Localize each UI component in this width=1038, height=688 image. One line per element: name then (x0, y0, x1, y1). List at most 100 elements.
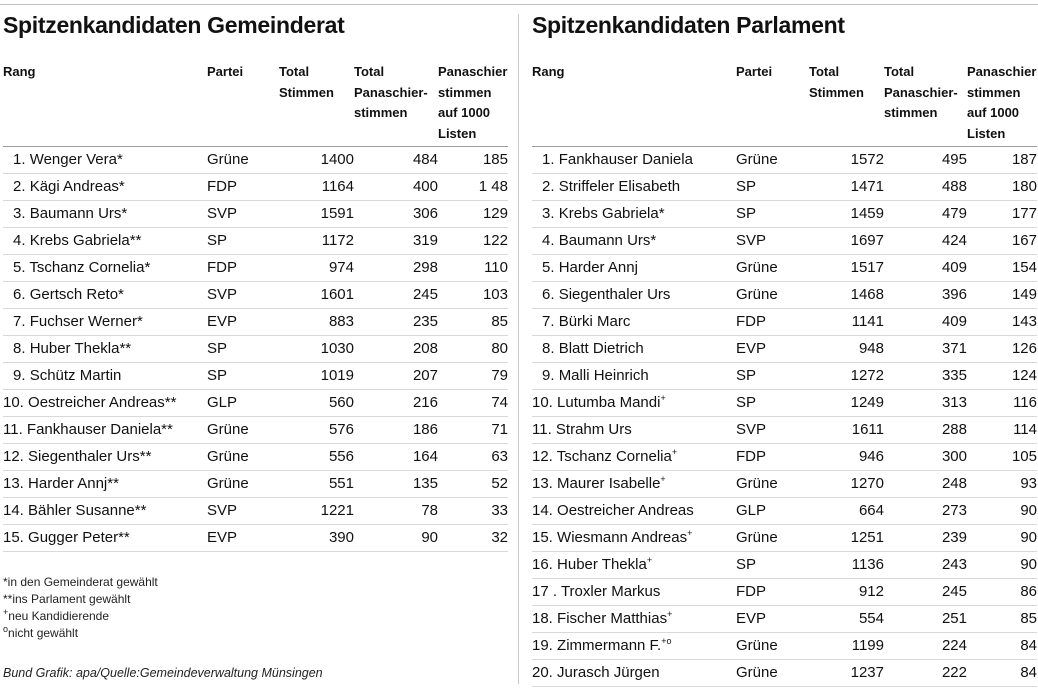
panaschier-cell: 335 (884, 362, 967, 390)
candidate-mark: + (660, 474, 666, 484)
per1000-cell: 116 (967, 389, 1037, 417)
rank-number: 1. (13, 151, 26, 168)
rank-number: 18. (532, 610, 553, 627)
header-total-panaschierstimmen: Total Panaschier-stimmen (884, 62, 967, 147)
candidate-cell: 13. Maurer Isabelle+ (532, 470, 736, 498)
votes-cell: 560 (279, 389, 354, 417)
candidate-mark: +o (661, 636, 672, 646)
table-row: 10. Lutumba Mandi+ SP 1249 313 116 (532, 389, 1037, 417)
per1000-cell: 90 (967, 524, 1037, 552)
source-credit: Bund Grafik: apa/Quelle:Gemeindeverwaltu… (3, 666, 323, 680)
rank-number: 2. (542, 178, 555, 195)
header-panaschierstimmen-1000: Panaschier-stimmen auf 1000 Listen (967, 62, 1037, 147)
candidate-name: Krebs Gabriela* (558, 205, 665, 222)
party-cell: SP (736, 551, 809, 579)
candidate-name: Harder Annj** (28, 475, 119, 492)
panaschier-cell: 245 (354, 281, 438, 309)
votes-cell: 1517 (809, 254, 884, 282)
panaschier-cell: 135 (354, 470, 438, 498)
votes-cell: 576 (279, 416, 354, 444)
gemeinderat-table: Rang Partei Total Stimmen Total Panaschi… (3, 62, 508, 552)
candidate-cell: 19. Zimmermann F.+o (532, 632, 736, 660)
party-cell: EVP (207, 308, 279, 336)
panaschier-cell: 396 (884, 281, 967, 309)
panaschier-cell: 424 (884, 227, 967, 255)
candidate-cell: 3. Krebs Gabriela* (532, 200, 736, 228)
party-cell: FDP (736, 443, 809, 471)
rank-number: 11. (3, 421, 23, 438)
per1000-cell: 185 (438, 146, 508, 174)
rank-number: 19. (532, 637, 553, 654)
candidate-cell: 4. Krebs Gabriela** (3, 227, 207, 255)
per1000-cell: 71 (438, 416, 508, 444)
candidate-cell: 8. Blatt Dietrich (532, 335, 736, 363)
party-cell: SP (207, 227, 279, 255)
party-cell: EVP (736, 335, 809, 363)
per1000-cell: 167 (967, 227, 1037, 255)
rank-number: 5. (542, 259, 555, 276)
rank-number: 2. (13, 178, 26, 195)
rank-number: 15. (532, 529, 553, 546)
votes-cell: 556 (279, 443, 354, 471)
party-cell: Grüne (736, 524, 809, 552)
votes-cell: 1572 (809, 146, 884, 174)
candidate-cell: 7. Fuchser Werner* (3, 308, 207, 336)
footnotes: *in den Gemeinderat gewählt **ins Parlam… (3, 574, 158, 642)
table-row: 10. Oestreicher Andreas** GLP 560 216 74 (3, 389, 508, 417)
panaschier-cell: 78 (354, 497, 438, 525)
table-row: 9. Schütz Martin SP 1019 207 79 (3, 362, 508, 390)
panaschier-cell: 186 (354, 416, 438, 444)
votes-cell: 1019 (279, 362, 354, 390)
candidate-cell: 14. Bähler Susanne** (3, 497, 207, 525)
panaschier-cell: 208 (354, 335, 438, 363)
panaschier-cell: 90 (354, 524, 438, 552)
party-cell: SP (736, 389, 809, 417)
rank-number: 3. (13, 205, 26, 222)
rank-number: 15. (3, 529, 24, 546)
candidate-cell: 15. Wiesmann Andreas+ (532, 524, 736, 552)
votes-cell: 664 (809, 497, 884, 525)
panaschier-cell: 224 (884, 632, 967, 660)
candidate-name: Gugger Peter** (28, 529, 130, 546)
header-total-stimmen: Total Stimmen (279, 62, 354, 147)
header-total-stimmen: Total Stimmen (809, 62, 884, 147)
party-cell: SP (736, 362, 809, 390)
candidate-cell: 9. Malli Heinrich (532, 362, 736, 390)
per1000-cell: 84 (967, 659, 1037, 687)
panaschier-cell: 371 (884, 335, 967, 363)
candidate-cell: 6. Siegenthaler Urs (532, 281, 736, 309)
panaschier-cell: 313 (884, 389, 967, 417)
party-cell: GLP (736, 497, 809, 525)
candidate-name: Strahm Urs (555, 421, 632, 438)
votes-cell: 912 (809, 578, 884, 606)
per1000-cell: 129 (438, 200, 508, 228)
panaschier-cell: 239 (884, 524, 967, 552)
candidate-name: Gertsch Reto* (29, 286, 124, 303)
rank-number: 8. (13, 340, 26, 357)
votes-cell: 1611 (809, 416, 884, 444)
table-row: 9. Malli Heinrich SP 1272 335 124 (532, 362, 1037, 390)
candidate-name: Troxler Markus (560, 583, 661, 600)
candidate-name: Siegenthaler Urs** (28, 448, 152, 465)
votes-cell: 1249 (809, 389, 884, 417)
table-row: 6. Gertsch Reto* SVP 1601 245 103 (3, 281, 508, 309)
panaschier-cell: 245 (884, 578, 967, 606)
table-row: 20. Jurasch Jürgen Grüne 1237 222 84 (532, 659, 1037, 687)
candidate-cell: 7. Bürki Marc (532, 308, 736, 336)
candidate-name: Huber Thekla** (29, 340, 132, 357)
candidate-name: Malli Heinrich (558, 367, 649, 384)
rank-number: 10. (532, 394, 553, 411)
table-row: 12. Tschanz Cornelia+ FDP 946 300 105 (532, 443, 1037, 471)
parlament-panel: Spitzenkandidaten Parlament Rang Partei … (532, 8, 1037, 687)
votes-cell: 1030 (279, 335, 354, 363)
per1000-cell: 143 (967, 308, 1037, 336)
parlament-table-body: 1. Fankhauser Daniela Grüne 1572 495 187 2. S… (532, 146, 1037, 687)
votes-cell: 1136 (809, 551, 884, 579)
candidate-cell: 14. Oestreicher Andreas (532, 497, 736, 525)
parlament-table: Rang Partei Total Stimmen Total Panaschi… (532, 62, 1037, 687)
table-header-row: Rang Partei Total Stimmen Total Panaschi… (3, 62, 508, 147)
party-cell: Grüne (736, 632, 809, 660)
table-row: 1. Fankhauser Daniela Grüne 1572 495 187 (532, 146, 1037, 174)
votes-cell: 1164 (279, 173, 354, 201)
candidate-name: Huber Thekla (557, 556, 647, 573)
